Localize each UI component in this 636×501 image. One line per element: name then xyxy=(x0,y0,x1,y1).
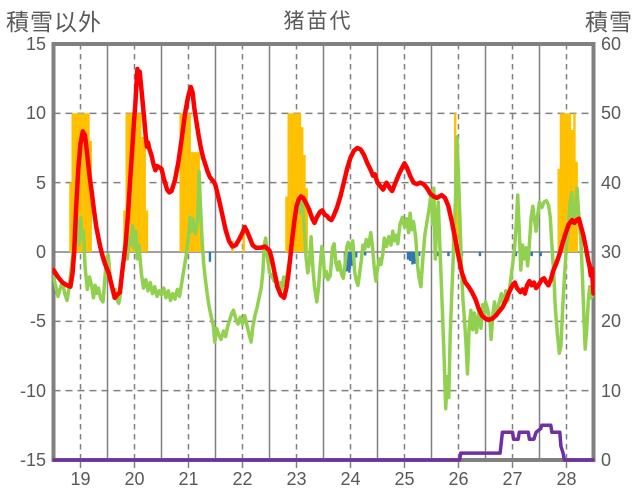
right-axis-tick: 40 xyxy=(601,172,622,193)
left-axis-title: 積雪以外 xyxy=(6,9,102,35)
left-axis-tick: -5 xyxy=(29,311,46,332)
right-axis-tick: 0 xyxy=(601,450,612,470)
left-axis-tick: 10 xyxy=(25,103,46,124)
right-axis-tick: 30 xyxy=(601,242,622,262)
left-axis-tick: 5 xyxy=(35,172,46,193)
x-axis-tick: 26 xyxy=(448,469,469,489)
left-axis-tick: -15 xyxy=(19,450,46,470)
left-axis-tick: 15 xyxy=(25,34,46,54)
x-axis-tick: 25 xyxy=(394,469,415,489)
x-axis-tick: 19 xyxy=(70,469,91,489)
x-axis-tick: 27 xyxy=(502,469,523,489)
x-axis-tick: 24 xyxy=(340,469,361,489)
x-axis-tick: 22 xyxy=(232,469,253,489)
left-axis-tick: 0 xyxy=(35,242,46,262)
right-axis-title: 積雪 xyxy=(585,9,633,35)
x-axis-tick: 20 xyxy=(124,469,145,489)
right-axis-tick: 50 xyxy=(601,103,622,124)
x-axis-tick: 23 xyxy=(286,469,307,489)
x-axis-tick: 21 xyxy=(178,469,199,489)
x-axis-tick: 28 xyxy=(556,469,577,489)
right-axis-tick: 60 xyxy=(601,34,622,54)
right-axis-tick: 20 xyxy=(601,311,622,332)
left-axis-tick: -10 xyxy=(19,380,46,401)
right-axis-tick: 10 xyxy=(601,380,622,401)
